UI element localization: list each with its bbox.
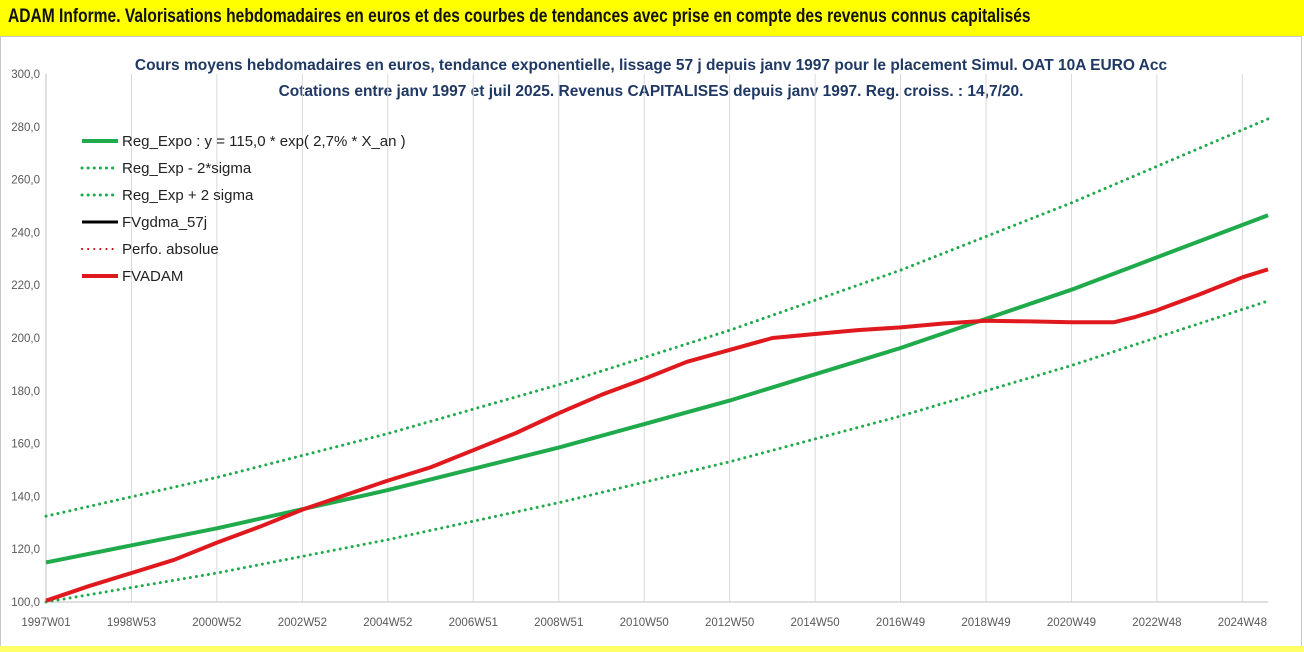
x-tick-label: 2012W50 [705, 617, 754, 629]
y-tick-label: 280,0 [11, 122, 40, 134]
x-tick-label: 2022W48 [1132, 617, 1181, 629]
x-tick-label: 2002W52 [278, 617, 327, 629]
y-tick-label: 140,0 [11, 491, 40, 503]
legend-label: FVgdma_57j [122, 214, 207, 231]
header-bar: ADAM Informe. Valorisations hebdomadaire… [0, 0, 1304, 36]
y-tick-label: 100,0 [11, 597, 40, 609]
series-lines [44, 117, 1270, 604]
y-tick-label: 160,0 [11, 439, 40, 451]
legend-label: FVADAM [122, 268, 183, 285]
y-tick-label: 120,0 [11, 544, 40, 556]
x-tick-label: 1998W53 [107, 617, 156, 629]
legend-label: Perfo. absolue [122, 241, 219, 258]
y-tick-label: 180,0 [11, 386, 40, 398]
x-tick-label: 2004W52 [363, 617, 412, 629]
y-tick-label: 260,0 [11, 175, 40, 187]
x-tick-label: 2000W52 [192, 617, 241, 629]
x-tick-label: 2014W50 [790, 617, 839, 629]
x-tick-label: 2024W48 [1218, 617, 1267, 629]
y-tick-label: 300,0 [11, 69, 40, 81]
y-tick-label: 200,0 [11, 333, 40, 345]
series-line-2 [44, 117, 1270, 518]
legend-label: Reg_Exp + 2 sigma [122, 187, 254, 204]
legend-label: Reg_Expo : y = 115,0 * exp( 2,7% * X_an … [122, 133, 406, 150]
x-tick-label: 1997W01 [21, 617, 70, 629]
legend: Reg_Expo : y = 115,0 * exp( 2,7% * X_an … [80, 133, 406, 285]
y-tick-label: 240,0 [11, 227, 40, 239]
x-tick-label: 2010W50 [620, 617, 669, 629]
x-tick-label: 2008W51 [534, 617, 583, 629]
y-tick-label: 220,0 [11, 280, 40, 292]
x-tick-label: 2016W49 [876, 617, 925, 629]
chart-title: Cours moyens hebdomadaires en euros, ten… [135, 57, 1168, 74]
x-tick-label: 2018W49 [961, 617, 1010, 629]
legend-label: Reg_Exp - 2*sigma [122, 160, 252, 177]
x-tick-label: 2006W51 [449, 617, 498, 629]
series-line-0 [45, 213, 1269, 565]
report-title: ADAM Informe. Valorisations hebdomadaire… [8, 6, 1031, 27]
x-tick-label: 2020W49 [1047, 617, 1096, 629]
vertical-gridlines [45, 74, 1243, 602]
bottom-strip [0, 646, 1304, 652]
series-line-1 [44, 299, 1270, 604]
axes: 1997W01 1998W53 2000W52 2002W52 2004W52 2006W… [11, 69, 1268, 629]
series-line-5 [45, 267, 1269, 603]
chart-subtitle: Cotations entre janv 1997 et juil 2025. … [279, 83, 1024, 100]
